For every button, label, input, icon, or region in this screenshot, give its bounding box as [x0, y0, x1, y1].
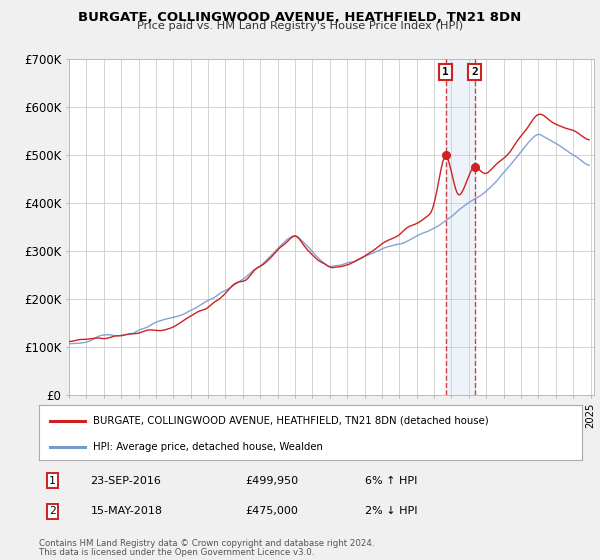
Text: 6% ↑ HPI: 6% ↑ HPI [365, 476, 417, 486]
Text: £499,950: £499,950 [245, 476, 298, 486]
Text: £475,000: £475,000 [245, 506, 298, 516]
Text: HPI: Average price, detached house, Wealden: HPI: Average price, detached house, Weal… [94, 442, 323, 451]
Text: BURGATE, COLLINGWOOD AVENUE, HEATHFIELD, TN21 8DN: BURGATE, COLLINGWOOD AVENUE, HEATHFIELD,… [79, 11, 521, 24]
Text: 2: 2 [471, 67, 478, 77]
Text: 1: 1 [442, 67, 449, 77]
Text: 2: 2 [49, 506, 56, 516]
Bar [446, 59, 475, 395]
Text: Contains HM Land Registry data © Crown copyright and database right 2024.: Contains HM Land Registry data © Crown c… [39, 539, 374, 548]
Text: 15-MAY-2018: 15-MAY-2018 [91, 506, 163, 516]
Text: 1: 1 [49, 476, 56, 486]
Text: This data is licensed under the Open Government Licence v3.0.: This data is licensed under the Open Gov… [39, 548, 314, 557]
Text: Price paid vs. HM Land Registry's House Price Index (HPI): Price paid vs. HM Land Registry's House … [137, 21, 463, 31]
Text: 23-SEP-2016: 23-SEP-2016 [91, 476, 161, 486]
Text: 2% ↓ HPI: 2% ↓ HPI [365, 506, 418, 516]
Text: BURGATE, COLLINGWOOD AVENUE, HEATHFIELD, TN21 8DN (detached house): BURGATE, COLLINGWOOD AVENUE, HEATHFIELD,… [94, 416, 489, 426]
